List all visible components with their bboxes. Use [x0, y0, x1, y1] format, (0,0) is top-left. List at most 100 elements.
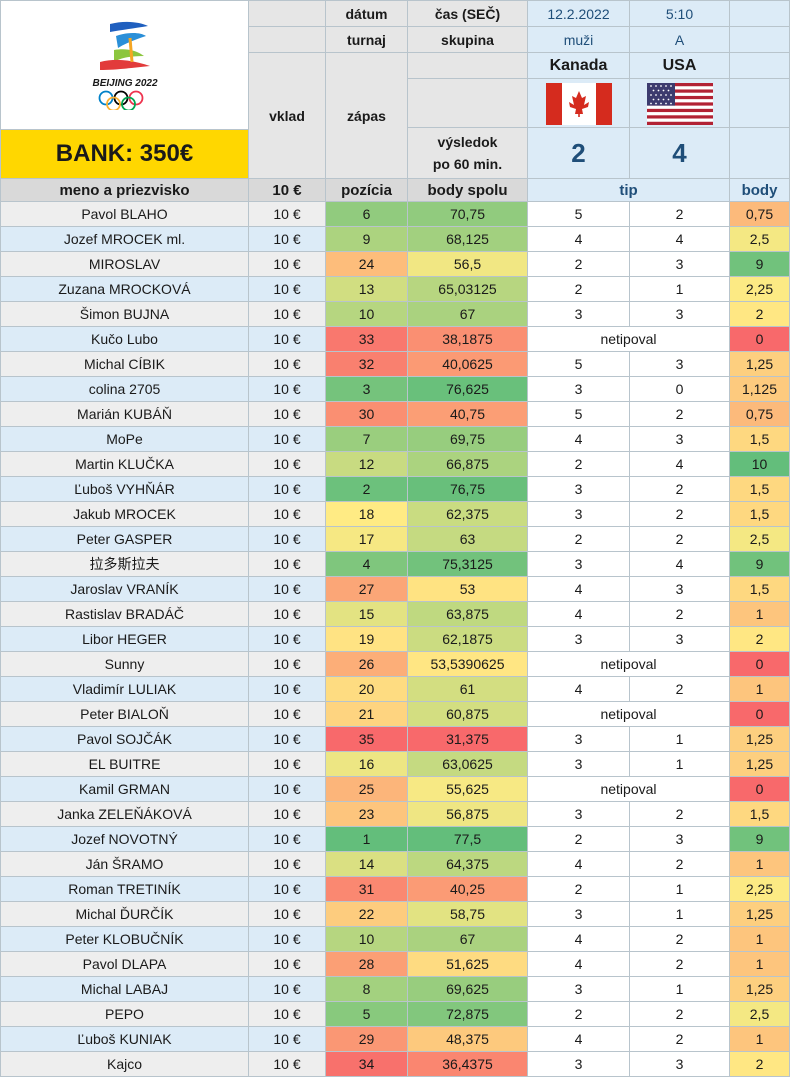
table-row: Peter GASPER 10 €17 63 2 2 2,5	[0, 526, 790, 552]
stake-cell: 10 €	[248, 1051, 326, 1077]
vklad-label: vklad	[248, 52, 326, 179]
match-points-cell: 2	[729, 626, 790, 652]
position-cell: 33	[325, 326, 408, 352]
participant-name: Vladimír LULIAK	[0, 676, 249, 702]
position-cell: 17	[325, 526, 408, 552]
score-home: 2	[527, 127, 630, 179]
tip-away-cell: 0	[629, 376, 730, 402]
stake-cell: 10 €	[248, 726, 326, 752]
position-cell: 21	[325, 701, 408, 727]
total-points-cell: 62,1875	[407, 626, 528, 652]
col-header-stake: 10 €	[248, 178, 326, 202]
match-points-cell: 1	[729, 851, 790, 877]
position-cell: 4	[325, 551, 408, 577]
tip-away-cell: 2	[629, 201, 730, 227]
table-row: Zuzana MROCKOVÁ 10 €13 65,03125 2 1 2,25	[0, 276, 790, 302]
position-cell: 10	[325, 926, 408, 952]
position-cell: 5	[325, 1001, 408, 1027]
tip-away-cell: 2	[629, 951, 730, 977]
total-points-cell: 66,875	[407, 451, 528, 477]
tip-away-cell: 3	[629, 301, 730, 327]
total-points-cell: 38,1875	[407, 326, 528, 352]
skupina-label: skupina	[407, 26, 528, 53]
tournament-value: muži	[527, 26, 630, 53]
table-row: Ľuboš KUNIAK 10 €29 48,375 4 2 1	[0, 1026, 790, 1052]
stake-cell: 10 €	[248, 276, 326, 302]
table-row: Janka ZELEŇÁKOVÁ 10 €23 56,875 3 2 1,5	[0, 801, 790, 827]
position-cell: 14	[325, 851, 408, 877]
participant-name: MoPe	[0, 426, 249, 452]
match-points-cell: 2,25	[729, 876, 790, 902]
table-row: 拉多斯拉夫 10 €4 75,3125 3 4 9	[0, 551, 790, 577]
stake-cell: 10 €	[248, 876, 326, 902]
participant-name: Ľuboš VYHŇÁR	[0, 476, 249, 502]
tip-home-cell: 4	[527, 601, 630, 627]
participant-name: Janka ZELEŇÁKOVÁ	[0, 801, 249, 827]
match-points-cell: 1,5	[729, 801, 790, 827]
stake-cell: 10 €	[248, 851, 326, 877]
position-cell: 23	[325, 801, 408, 827]
participant-name: Peter KLOBUČNÍK	[0, 926, 249, 952]
participant-name: Roman TRETINÍK	[0, 876, 249, 902]
table-row: colina 2705 10 €3 76,625 3 0 1,125	[0, 376, 790, 402]
tip-away-cell: 3	[629, 251, 730, 277]
table-row: Šimon BUJNA 10 €10 67 3 3 2	[0, 301, 790, 327]
table-row: Kamil GRMAN 10 €25 55,625 netipoval 0	[0, 776, 790, 802]
position-cell: 3	[325, 376, 408, 402]
logo-cell: BEIJING 2022	[0, 0, 249, 130]
match-points-cell: 2,5	[729, 226, 790, 252]
position-cell: 15	[325, 601, 408, 627]
position-cell: 9	[325, 226, 408, 252]
tip-away-cell: 2	[629, 476, 730, 502]
match-points-cell: 1,5	[729, 476, 790, 502]
table-row: Jozef NOVOTNÝ 10 €1 77,5 2 3 9	[0, 826, 790, 852]
tip-missing-cell: netipoval	[527, 326, 730, 352]
table-row: Jaroslav VRANÍK 10 €27 53 4 3 1,5	[0, 576, 790, 602]
stake-cell: 10 €	[248, 301, 326, 327]
score-away: 4	[629, 127, 730, 179]
blank-cell	[729, 127, 790, 179]
position-cell: 32	[325, 351, 408, 377]
stake-cell: 10 €	[248, 751, 326, 777]
tip-away-cell: 3	[629, 576, 730, 602]
table-row: Sunny 10 €26 53,5390625 netipoval 0	[0, 651, 790, 677]
match-points-cell: 1,125	[729, 376, 790, 402]
total-points-cell: 65,03125	[407, 276, 528, 302]
stake-cell: 10 €	[248, 451, 326, 477]
tip-missing-cell: netipoval	[527, 651, 730, 677]
stake-cell: 10 €	[248, 251, 326, 277]
tip-home-cell: 5	[527, 351, 630, 377]
flag-cell-home	[527, 78, 630, 128]
table-row: Michal LABAJ 10 €8 69,625 3 1 1,25	[0, 976, 790, 1002]
match-points-cell: 0	[729, 701, 790, 727]
total-points-cell: 53	[407, 576, 528, 602]
table-row: Jakub MROCEK 10 €18 62,375 3 2 1,5	[0, 501, 790, 527]
group-value: A	[629, 26, 730, 53]
table-row: Vladimír LULIAK 10 €20 61 4 2 1	[0, 676, 790, 702]
match-points-cell: 0,75	[729, 401, 790, 427]
stake-cell: 10 €	[248, 476, 326, 502]
tip-away-cell: 3	[629, 826, 730, 852]
position-cell: 13	[325, 276, 408, 302]
tip-home-cell: 3	[527, 751, 630, 777]
stake-cell: 10 €	[248, 951, 326, 977]
usa-flag-icon	[646, 83, 713, 125]
stake-cell: 10 €	[248, 401, 326, 427]
match-points-cell: 1	[729, 951, 790, 977]
stake-cell: 10 €	[248, 1001, 326, 1027]
tip-away-cell: 1	[629, 976, 730, 1002]
table-row: MIROSLAV 10 €24 56,5 2 3 9	[0, 251, 790, 277]
tip-away-cell: 4	[629, 226, 730, 252]
tip-home-cell: 4	[527, 1026, 630, 1052]
blank-cell	[407, 52, 528, 79]
tip-away-cell: 2	[629, 526, 730, 552]
participant-name: MIROSLAV	[0, 251, 249, 277]
tip-home-cell: 5	[527, 401, 630, 427]
position-cell: 7	[325, 426, 408, 452]
cas-label: čas (SEČ)	[407, 0, 528, 27]
tip-home-cell: 3	[527, 901, 630, 927]
match-points-cell: 1	[729, 926, 790, 952]
participant-name: Michal CÍBIK	[0, 351, 249, 377]
participant-name: 拉多斯拉夫	[0, 551, 249, 577]
